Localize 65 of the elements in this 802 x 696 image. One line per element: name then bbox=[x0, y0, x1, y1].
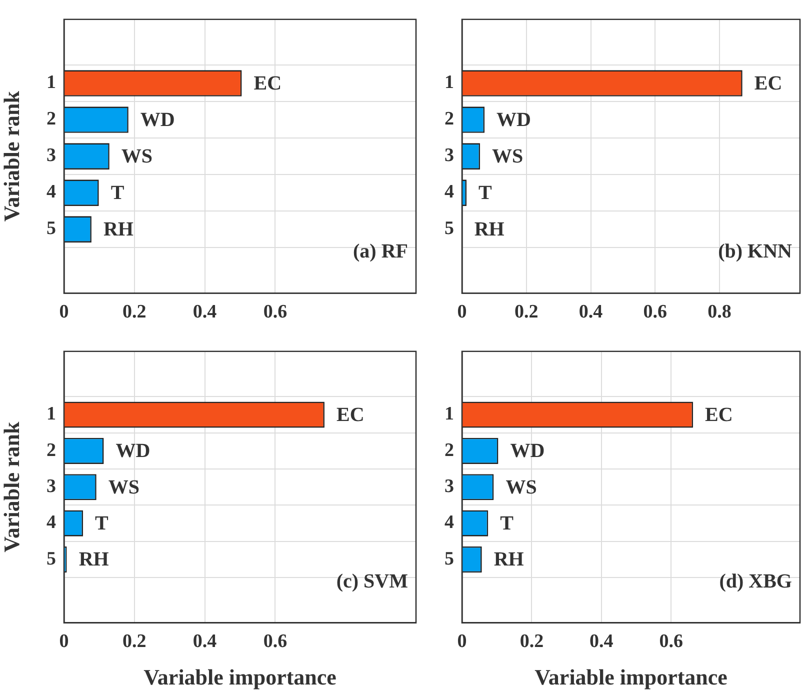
x-tick-label: 0.6 bbox=[263, 631, 288, 652]
x-tick-label: 0.4 bbox=[192, 302, 218, 323]
data-label: RH bbox=[474, 218, 505, 240]
x-axis-title: Variable importance bbox=[534, 664, 728, 690]
data-label: EC bbox=[254, 72, 282, 94]
y-tick-label: 4 bbox=[46, 512, 56, 534]
y-tick-label: 2 bbox=[444, 108, 454, 130]
x-tick-label: 0.4 bbox=[590, 631, 614, 652]
y-tick-label: 4 bbox=[46, 182, 56, 203]
y-tick-label: 5 bbox=[444, 548, 454, 570]
y-tick-label: 1 bbox=[444, 72, 454, 94]
x-tick-label: 0 bbox=[59, 631, 69, 652]
data-label: WS bbox=[492, 145, 524, 168]
x-tick-label: 0.4 bbox=[192, 631, 218, 652]
x-tick-label: 0 bbox=[457, 302, 467, 323]
data-label: WD bbox=[496, 108, 531, 131]
data-label: WS bbox=[121, 145, 153, 168]
data-label: EC bbox=[705, 404, 733, 426]
y-tick-label: 3 bbox=[444, 145, 454, 166]
x-tick-label: 0.6 bbox=[643, 302, 668, 323]
y-tick-label: 2 bbox=[46, 108, 56, 130]
data-label: T bbox=[110, 182, 125, 204]
x-tick-label: 0.2 bbox=[122, 302, 146, 323]
x-tick-label: 0.8 bbox=[708, 302, 732, 323]
y-tick-label: 1 bbox=[46, 404, 56, 425]
x-tick-label: 0.2 bbox=[520, 631, 544, 652]
y-tick-label: 3 bbox=[444, 476, 454, 498]
annotation: (b) KNN bbox=[718, 240, 793, 262]
y-tick-label: 3 bbox=[46, 145, 56, 166]
y-tick-label: 3 bbox=[46, 476, 56, 498]
y-tick-label: 2 bbox=[46, 440, 56, 461]
data-label: T bbox=[500, 512, 514, 534]
data-label: EC bbox=[336, 404, 364, 426]
y-tick-label: 2 bbox=[444, 440, 454, 461]
x-tick-label: 0.2 bbox=[122, 631, 146, 652]
data-label: WS bbox=[506, 476, 537, 498]
data-label: WD bbox=[510, 440, 545, 462]
x-tick-label: 0 bbox=[457, 631, 467, 652]
x-tick-label: 0.6 bbox=[659, 631, 683, 652]
x-tick-label: 0.6 bbox=[263, 302, 288, 323]
y-tick-label: 5 bbox=[46, 548, 56, 570]
data-label: RH bbox=[103, 218, 134, 240]
data-label: WD bbox=[116, 440, 150, 462]
data-label: EC bbox=[754, 72, 782, 94]
x-tick-label: 0.4 bbox=[578, 302, 604, 323]
y-tick-label: 4 bbox=[444, 512, 454, 534]
y-tick-label: 5 bbox=[444, 218, 454, 240]
y-tick-label: 5 bbox=[46, 218, 56, 240]
x-tick-label: 0 bbox=[59, 302, 69, 323]
x-axis-title: Variable importance bbox=[144, 664, 337, 690]
data-label: WD bbox=[140, 108, 175, 131]
x-tick-label: 0.2 bbox=[514, 302, 538, 323]
data-label: RH bbox=[494, 548, 524, 571]
data-label: T bbox=[478, 182, 493, 204]
y-tick-label: 1 bbox=[46, 72, 56, 94]
data-label: WS bbox=[108, 476, 140, 498]
y-tick-label: 1 bbox=[444, 404, 454, 425]
annotation: (d) XBG bbox=[719, 570, 792, 592]
y-axis-title: Variable rank bbox=[0, 90, 24, 222]
y-axis-title: Variable rank bbox=[0, 421, 24, 552]
data-label: T bbox=[95, 512, 110, 534]
data-label: RH bbox=[78, 548, 110, 571]
y-tick-label: 4 bbox=[444, 182, 454, 203]
annotation: (c) SVM bbox=[336, 570, 408, 592]
annotation: (a) RF bbox=[353, 240, 408, 262]
